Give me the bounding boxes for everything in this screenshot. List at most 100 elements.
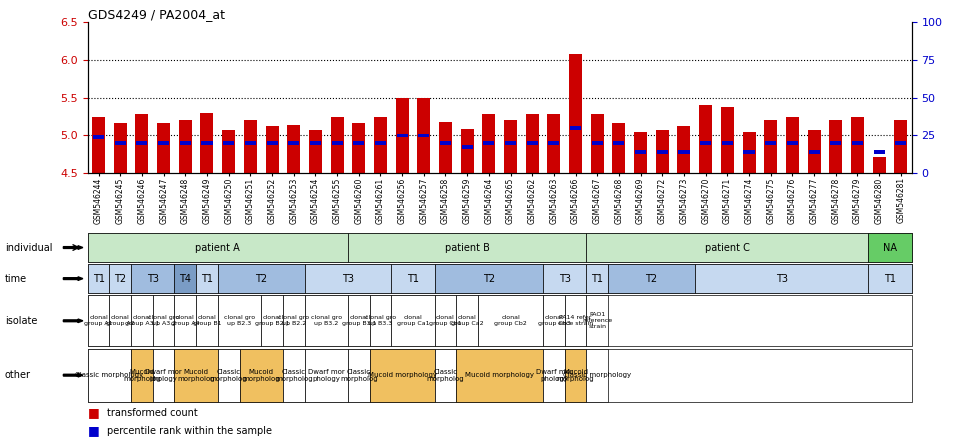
Text: clonal gro
up A3.2: clonal gro up A3.2 (148, 315, 179, 326)
Text: ■: ■ (88, 406, 99, 420)
Text: clonal
group A4: clonal group A4 (171, 315, 200, 326)
Text: PA14 refer
ence strain: PA14 refer ence strain (558, 315, 593, 326)
Text: transformed count: transformed count (107, 408, 198, 418)
Text: T4: T4 (179, 274, 191, 284)
Text: Mucoid morphology: Mucoid morphology (465, 372, 534, 378)
Bar (484, 141, 494, 145)
Bar (829, 119, 842, 173)
Bar (202, 141, 213, 145)
Text: Classic
morpholog: Classic morpholog (210, 369, 248, 382)
Text: GDS4249 / PA2004_at: GDS4249 / PA2004_at (88, 8, 225, 21)
Bar (158, 141, 169, 145)
Text: Dwarf mor
phology: Dwarf mor phology (535, 369, 572, 382)
Bar (397, 134, 408, 137)
Bar (635, 150, 646, 154)
Text: T3: T3 (775, 274, 788, 284)
Text: T3: T3 (342, 274, 354, 284)
Text: T1: T1 (407, 274, 419, 284)
Bar (288, 125, 300, 173)
Text: clonal
group A3.1: clonal group A3.1 (125, 315, 159, 326)
Bar (679, 150, 689, 154)
Bar (700, 141, 711, 145)
Text: Dwarf mor
phology: Dwarf mor phology (145, 369, 182, 382)
Text: T3: T3 (559, 274, 570, 284)
Bar (547, 114, 561, 173)
Bar (505, 141, 516, 145)
Bar (483, 114, 495, 173)
Bar (352, 123, 366, 173)
Text: clonal
group A2: clonal group A2 (106, 315, 135, 326)
Text: T2: T2 (114, 274, 127, 284)
Text: T1: T1 (201, 274, 213, 284)
Bar (678, 126, 690, 173)
Text: clonal gro
up B2.3: clonal gro up B2.3 (224, 315, 255, 326)
Bar (765, 141, 776, 145)
Bar (331, 117, 343, 173)
Bar (569, 54, 582, 173)
Text: T2: T2 (483, 274, 495, 284)
Text: Mucoid
morpholog: Mucoid morpholog (123, 369, 161, 382)
Bar (874, 150, 884, 154)
Text: T3: T3 (147, 274, 159, 284)
Bar (699, 105, 712, 173)
Bar (570, 126, 581, 130)
Bar (808, 150, 820, 154)
Text: patient A: patient A (195, 242, 240, 253)
Bar (657, 150, 668, 154)
Bar (289, 141, 299, 145)
Text: percentile rank within the sample: percentile rank within the sample (107, 426, 272, 436)
Bar (440, 141, 451, 145)
Text: clonal gro
up B3.3: clonal gro up B3.3 (365, 315, 396, 326)
Text: clonal
group B3.1: clonal group B3.1 (341, 315, 376, 326)
Text: T1: T1 (93, 274, 104, 284)
Bar (831, 141, 841, 145)
Text: Classic morphology: Classic morphology (75, 372, 143, 378)
Text: time: time (5, 274, 27, 284)
Bar (873, 157, 885, 173)
Bar (157, 123, 170, 173)
Bar (895, 141, 907, 145)
Text: Classic
morpholog: Classic morpholog (340, 369, 377, 382)
Text: isolate: isolate (5, 316, 37, 326)
Text: ■: ■ (88, 424, 99, 437)
Bar (245, 141, 255, 145)
Text: clonal gro
up B3.2: clonal gro up B3.2 (311, 315, 342, 326)
Bar (591, 114, 604, 173)
Text: T1: T1 (884, 274, 896, 284)
Bar (265, 127, 279, 173)
Bar (418, 134, 429, 137)
Text: Mucoid
morpholog: Mucoid morpholog (177, 369, 214, 382)
Text: patient B: patient B (445, 242, 489, 253)
Bar (310, 141, 321, 145)
Bar (852, 141, 863, 145)
Bar (136, 114, 148, 173)
Text: T1: T1 (591, 274, 604, 284)
Text: T2: T2 (255, 274, 267, 284)
Text: Dwarf mor
phology: Dwarf mor phology (308, 369, 344, 382)
Bar (201, 113, 214, 173)
Text: individual: individual (5, 242, 53, 253)
Bar (266, 141, 278, 145)
Bar (332, 141, 342, 145)
Bar (244, 120, 256, 173)
Bar (461, 145, 473, 149)
Text: other: other (5, 370, 31, 380)
Bar (223, 141, 234, 145)
Bar (375, 141, 386, 145)
Bar (309, 130, 322, 173)
Text: clonal
group A1: clonal group A1 (85, 315, 113, 326)
Bar (807, 130, 821, 173)
Bar (136, 141, 147, 145)
Bar (764, 119, 777, 173)
Bar (396, 98, 409, 173)
Bar (721, 107, 734, 173)
Text: Mucoid morphology: Mucoid morphology (368, 372, 437, 378)
Bar (787, 141, 798, 145)
Bar (526, 114, 539, 173)
Bar (634, 132, 647, 173)
Bar (504, 119, 517, 173)
Bar (92, 117, 105, 173)
Bar (114, 123, 127, 173)
Text: Mucoid
morpholog: Mucoid morpholog (557, 369, 595, 382)
Bar (353, 141, 365, 145)
